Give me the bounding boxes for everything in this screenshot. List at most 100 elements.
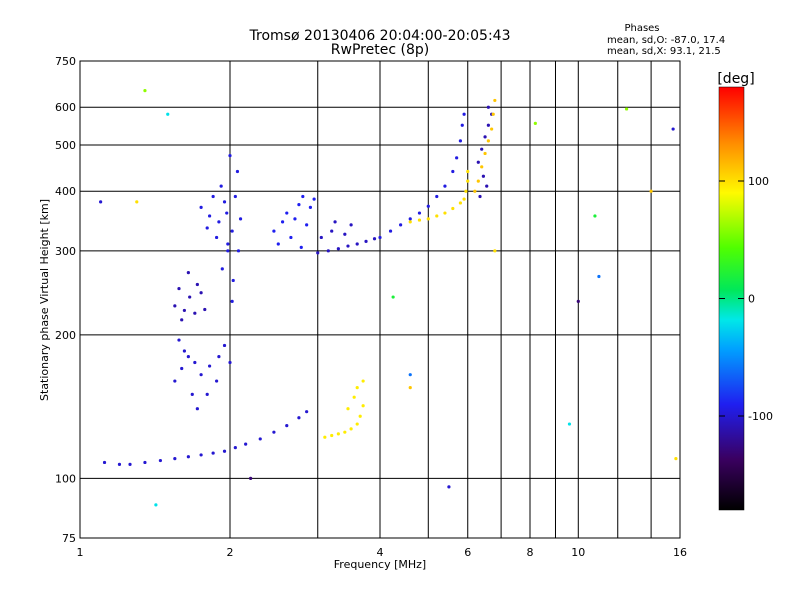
- data-point: [458, 201, 463, 205]
- data-point: [352, 395, 356, 399]
- data-point: [231, 278, 235, 283]
- data-point: [336, 247, 340, 251]
- data-point: [455, 156, 459, 160]
- chart-subtitle: RwPretec (8p): [331, 42, 429, 58]
- data-point: [462, 112, 466, 116]
- data-point: [323, 435, 327, 439]
- data-point: [593, 214, 597, 218]
- data-point: [597, 274, 601, 279]
- data-point: [458, 139, 463, 143]
- data-point: [244, 442, 248, 446]
- data-point: [186, 355, 190, 359]
- data-point: [205, 226, 209, 230]
- data-points: [99, 89, 678, 507]
- data-point: [235, 169, 240, 174]
- y-tick-label: 500: [55, 139, 76, 152]
- data-point: [205, 392, 209, 397]
- data-point: [346, 244, 350, 248]
- y-tick-label: 750: [55, 55, 76, 68]
- colorbar-ticks: 100 0 -100: [719, 175, 773, 423]
- data-point: [193, 311, 197, 315]
- data-point: [443, 211, 447, 215]
- data-point: [408, 386, 412, 390]
- data-point: [674, 457, 678, 461]
- data-point: [215, 379, 219, 383]
- data-point: [399, 223, 403, 227]
- data-point: [297, 202, 301, 207]
- data-point: [143, 89, 147, 93]
- data-point: [217, 220, 221, 224]
- data-point: [249, 476, 253, 481]
- data-point: [272, 430, 276, 434]
- x-tick-label: 4: [377, 546, 384, 559]
- data-point: [483, 151, 487, 156]
- data-point: [466, 169, 470, 174]
- data-point: [99, 200, 103, 204]
- data-point: [276, 242, 280, 246]
- data-point: [228, 154, 232, 158]
- data-point: [143, 460, 147, 465]
- data-point: [486, 123, 490, 127]
- data-point: [478, 194, 482, 199]
- x-axis-label: Frequency [MHz]: [334, 558, 426, 571]
- data-point: [326, 249, 330, 253]
- data-point: [481, 174, 485, 178]
- data-point: [154, 503, 158, 507]
- x-tick-label: 2: [227, 546, 234, 559]
- data-point: [464, 189, 468, 193]
- data-point: [222, 200, 227, 204]
- data-point: [228, 360, 232, 365]
- data-point: [408, 217, 412, 221]
- data-point: [451, 169, 455, 174]
- y-tick-label: 100: [55, 472, 76, 485]
- data-point: [182, 308, 186, 313]
- data-point: [480, 147, 484, 151]
- data-point: [166, 112, 170, 116]
- x-tick-label: 6: [464, 546, 471, 559]
- data-point: [186, 271, 190, 275]
- data-point: [226, 249, 230, 253]
- data-point: [349, 223, 353, 227]
- data-point: [483, 135, 487, 139]
- x-tick-label: 8: [527, 546, 534, 559]
- data-point: [199, 453, 203, 457]
- data-point: [203, 307, 207, 312]
- data-point: [226, 242, 230, 246]
- data-point: [343, 430, 347, 434]
- data-point: [476, 160, 480, 164]
- data-point: [199, 291, 203, 295]
- y-axis-label: Stationary phase Virtual Height [km]: [38, 199, 51, 401]
- ticks-layer: 1 2 4 6 8 10 16 75 100 200 300 400 500 600 750: [55, 55, 687, 559]
- data-point: [293, 217, 297, 221]
- data-point: [225, 211, 229, 215]
- data-point: [207, 214, 212, 218]
- data-point: [128, 462, 132, 466]
- data-point: [493, 98, 497, 103]
- data-point: [285, 424, 289, 428]
- data-point: [355, 242, 359, 246]
- data-point: [177, 286, 181, 291]
- data-point: [333, 220, 337, 224]
- data-point: [408, 373, 412, 377]
- data-point: [355, 422, 359, 426]
- stats-header: Phases: [624, 23, 659, 34]
- data-point: [493, 249, 497, 253]
- data-point: [117, 462, 122, 466]
- data-point: [102, 460, 107, 465]
- data-point: [188, 295, 192, 299]
- data-point: [280, 220, 285, 224]
- data-point: [443, 184, 447, 188]
- data-point: [336, 432, 340, 436]
- data-point: [135, 200, 139, 204]
- y-tick-label: 600: [55, 101, 76, 114]
- data-point: [466, 179, 470, 183]
- data-point: [195, 282, 199, 287]
- data-point: [447, 485, 451, 489]
- data-point: [215, 235, 219, 240]
- data-point: [193, 360, 197, 365]
- data-point: [180, 318, 184, 322]
- y-tick-label: 300: [55, 245, 76, 258]
- data-point: [378, 235, 382, 240]
- data-point: [173, 304, 177, 308]
